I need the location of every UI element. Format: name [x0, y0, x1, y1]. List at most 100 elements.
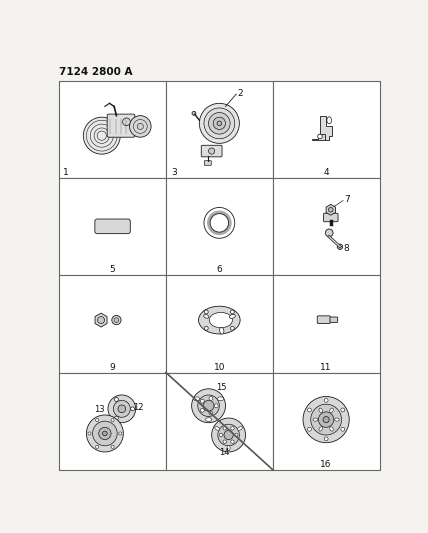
- FancyBboxPatch shape: [204, 160, 211, 165]
- Circle shape: [113, 400, 130, 417]
- Circle shape: [324, 437, 328, 441]
- Ellipse shape: [204, 314, 209, 318]
- Circle shape: [208, 148, 215, 154]
- Circle shape: [231, 426, 234, 430]
- Circle shape: [95, 418, 99, 422]
- Circle shape: [341, 408, 345, 412]
- Circle shape: [95, 445, 99, 448]
- Bar: [166, 276, 273, 373]
- Text: 7: 7: [344, 195, 350, 204]
- Text: 3: 3: [171, 168, 176, 177]
- FancyBboxPatch shape: [330, 317, 338, 322]
- FancyBboxPatch shape: [324, 213, 338, 222]
- Bar: [273, 178, 380, 276]
- Polygon shape: [95, 313, 107, 327]
- Circle shape: [118, 405, 126, 413]
- Circle shape: [214, 404, 218, 408]
- Circle shape: [212, 418, 246, 452]
- Ellipse shape: [313, 418, 318, 421]
- Circle shape: [219, 433, 223, 437]
- Text: 6: 6: [217, 265, 222, 274]
- Text: 2: 2: [238, 89, 244, 98]
- Bar: [273, 276, 380, 373]
- Circle shape: [204, 326, 208, 330]
- Circle shape: [318, 134, 322, 139]
- Circle shape: [308, 427, 312, 431]
- Circle shape: [192, 389, 226, 423]
- Ellipse shape: [330, 427, 333, 431]
- Text: 5: 5: [110, 265, 116, 274]
- Circle shape: [108, 395, 136, 423]
- Ellipse shape: [335, 418, 339, 421]
- FancyBboxPatch shape: [201, 146, 222, 157]
- Text: 7124 2800 A: 7124 2800 A: [59, 67, 133, 77]
- Bar: [59, 373, 166, 470]
- Circle shape: [318, 412, 334, 427]
- Circle shape: [92, 421, 117, 446]
- Ellipse shape: [227, 446, 230, 451]
- Circle shape: [341, 427, 345, 431]
- Text: 12: 12: [133, 403, 143, 413]
- Bar: [273, 373, 380, 470]
- Circle shape: [88, 432, 91, 435]
- Circle shape: [231, 310, 235, 314]
- Circle shape: [337, 244, 343, 249]
- Circle shape: [311, 404, 342, 435]
- Circle shape: [209, 411, 213, 415]
- Bar: [166, 373, 273, 470]
- Ellipse shape: [220, 327, 224, 334]
- Circle shape: [204, 108, 235, 139]
- Circle shape: [325, 229, 333, 237]
- Circle shape: [203, 400, 214, 411]
- Circle shape: [213, 117, 226, 130]
- Text: 15: 15: [216, 383, 227, 392]
- Bar: [166, 81, 273, 178]
- Circle shape: [130, 116, 151, 137]
- Ellipse shape: [215, 426, 220, 430]
- Text: 16: 16: [321, 460, 332, 469]
- Text: 14: 14: [219, 448, 229, 457]
- Circle shape: [223, 440, 226, 443]
- Text: 9: 9: [110, 362, 116, 372]
- Polygon shape: [326, 204, 336, 215]
- FancyBboxPatch shape: [317, 316, 330, 324]
- Ellipse shape: [229, 314, 235, 318]
- Text: 13: 13: [94, 405, 105, 414]
- Bar: [59, 276, 166, 373]
- Circle shape: [224, 430, 233, 440]
- Circle shape: [98, 317, 104, 324]
- Circle shape: [112, 316, 121, 325]
- Bar: [59, 178, 166, 276]
- FancyBboxPatch shape: [95, 219, 130, 233]
- Ellipse shape: [205, 418, 212, 422]
- Circle shape: [199, 103, 239, 143]
- Circle shape: [217, 121, 222, 126]
- Circle shape: [114, 318, 119, 322]
- Circle shape: [198, 395, 219, 416]
- Circle shape: [131, 407, 134, 411]
- Circle shape: [218, 424, 239, 446]
- Circle shape: [308, 408, 312, 412]
- Circle shape: [111, 418, 114, 422]
- Ellipse shape: [209, 312, 232, 328]
- Text: 8: 8: [343, 244, 349, 253]
- Bar: [166, 178, 273, 276]
- Ellipse shape: [319, 427, 322, 431]
- Ellipse shape: [238, 426, 242, 430]
- Polygon shape: [320, 116, 332, 140]
- Circle shape: [231, 440, 234, 443]
- Circle shape: [83, 117, 120, 154]
- Circle shape: [323, 416, 329, 423]
- Text: 4: 4: [323, 168, 329, 177]
- Circle shape: [223, 426, 226, 430]
- Polygon shape: [312, 134, 324, 140]
- Circle shape: [209, 397, 213, 400]
- Ellipse shape: [199, 306, 240, 334]
- Circle shape: [200, 399, 204, 403]
- Circle shape: [103, 431, 107, 436]
- Ellipse shape: [330, 408, 333, 413]
- Circle shape: [303, 397, 349, 443]
- Circle shape: [111, 445, 114, 448]
- Ellipse shape: [319, 408, 322, 413]
- Circle shape: [115, 398, 119, 401]
